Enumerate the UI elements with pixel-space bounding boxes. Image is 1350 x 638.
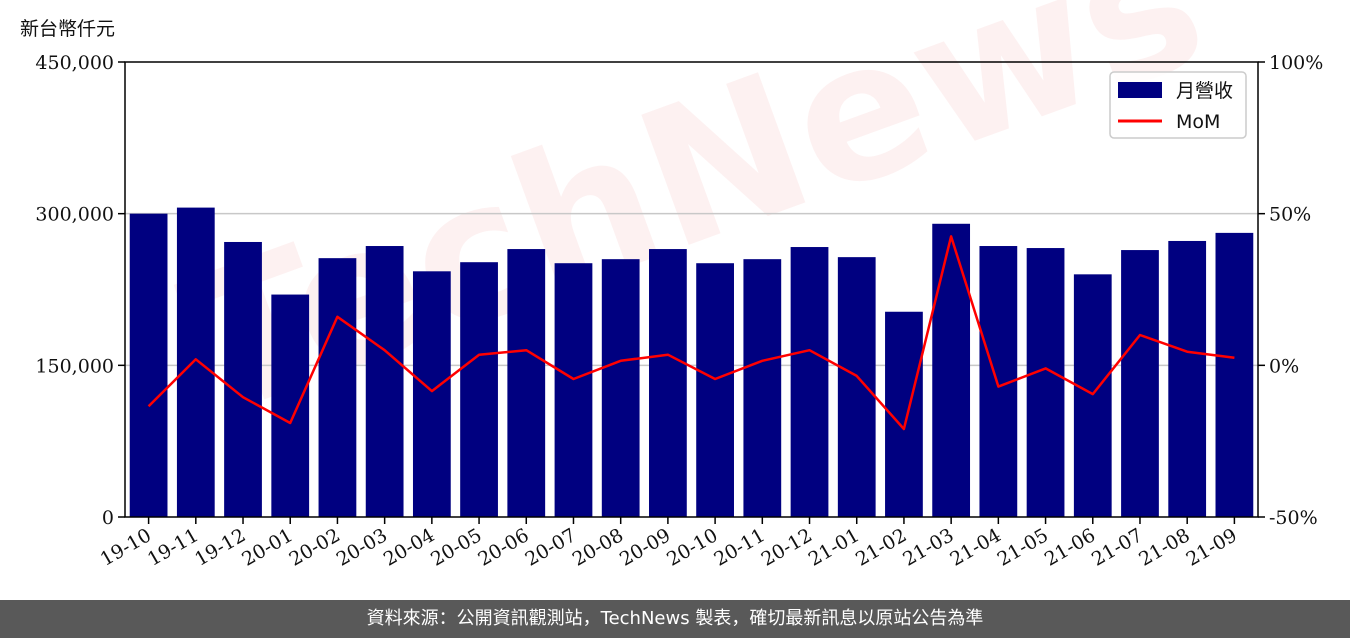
mom-series: [147, 235, 1235, 431]
bar-20-01: [271, 294, 310, 517]
x-tick-label-20-06: 20-06: [474, 524, 532, 570]
bar-20-11: [743, 259, 782, 517]
x-tick-label-21-05: 21-05: [994, 524, 1052, 570]
x-tick-label-20-04: 20-04: [380, 524, 438, 570]
bar-19-12: [224, 241, 262, 517]
x-tick-label-20-07: 20-07: [522, 524, 580, 570]
x-tick-label-20-03: 20-03: [333, 524, 391, 570]
legend-label-revenue: 月營收: [1176, 80, 1233, 102]
bar-series: [129, 207, 1254, 518]
bar-20-04: [412, 271, 451, 517]
bar-20-06: [507, 249, 546, 518]
x-tick-label-21-09: 21-09: [1182, 524, 1240, 570]
x-tick-label-21-04: 21-04: [946, 524, 1004, 570]
x-tick-label-21-08: 21-08: [1135, 524, 1193, 570]
bar-20-09: [649, 249, 687, 518]
x-tick-label-21-06: 21-06: [1041, 524, 1099, 570]
bar-21-01: [837, 257, 876, 517]
x-tick-label-21-07: 21-07: [1088, 524, 1146, 570]
y-right-tick-label: 0%: [1269, 355, 1299, 377]
y-left-tick-label: 450,000: [35, 52, 114, 74]
x-tick-label-20-02: 20-02: [285, 524, 343, 570]
mom-line: [147, 235, 1235, 431]
bar-21-05: [1026, 248, 1065, 518]
y-left-tick-label: 300,000: [35, 204, 114, 226]
y-right-tick-label: 100%: [1269, 52, 1323, 74]
y-right-tick-label: 50%: [1269, 204, 1311, 226]
grid-lines: [125, 212, 1258, 367]
x-tick-label-20-08: 20-08: [569, 524, 627, 570]
y-left-tick-label: 0: [102, 507, 114, 529]
x-tick-label-20-10: 20-10: [663, 524, 721, 570]
bar-20-10: [696, 263, 734, 517]
x-tick-label-21-03: 21-03: [899, 524, 957, 570]
y-right-tick-label: -50%: [1269, 507, 1318, 529]
legend-bar-swatch: [1118, 82, 1162, 98]
source-footer: 資料來源：公開資訊觀測站，TechNews 製表，確切最新訊息以原站公告為準: [0, 600, 1350, 638]
legend: 月營收 MoM: [1109, 71, 1247, 139]
bar-21-07: [1121, 250, 1159, 518]
y-axis-unit-label: 新台幣仟元: [20, 18, 116, 40]
x-tick-label-19-12: 19-12: [191, 524, 249, 570]
x-tick-label-21-02: 21-02: [852, 524, 910, 570]
x-tick-label-20-12: 20-12: [758, 524, 816, 570]
x-tick-label-20-09: 20-09: [616, 524, 674, 570]
bar-20-03: [365, 246, 404, 517]
y-left-tick-label: 150,000: [35, 355, 114, 377]
revenue-chart: 0 150,000 300,000 450,000 -50% 0% 50% 100% 19-10…: [35, 52, 1323, 571]
bar-21-03: [932, 223, 971, 517]
bar-21-06: [1073, 274, 1112, 517]
bar-19-10: [129, 213, 168, 517]
legend-label-mom: MoM: [1176, 111, 1220, 133]
x-tick-label-20-01: 20-01: [238, 524, 296, 570]
bar-20-02: [318, 258, 357, 517]
bar-19-11: [176, 207, 215, 517]
x-tick-label-20-05: 20-05: [427, 524, 485, 570]
x-tick-label-20-11: 20-11: [710, 524, 768, 570]
bar-20-08: [601, 259, 640, 517]
bar-20-07: [554, 263, 593, 517]
x-tick-label-21-01: 21-01: [805, 524, 863, 570]
x-tick-label-19-11: 19-11: [144, 524, 202, 570]
bar-20-12: [790, 247, 829, 518]
bar-21-08: [1168, 240, 1207, 517]
bar-20-05: [460, 262, 498, 517]
x-tick-label-19-10: 19-10: [97, 524, 155, 570]
bar-21-09: [1215, 232, 1254, 517]
plot-frame: [124, 61, 1259, 518]
